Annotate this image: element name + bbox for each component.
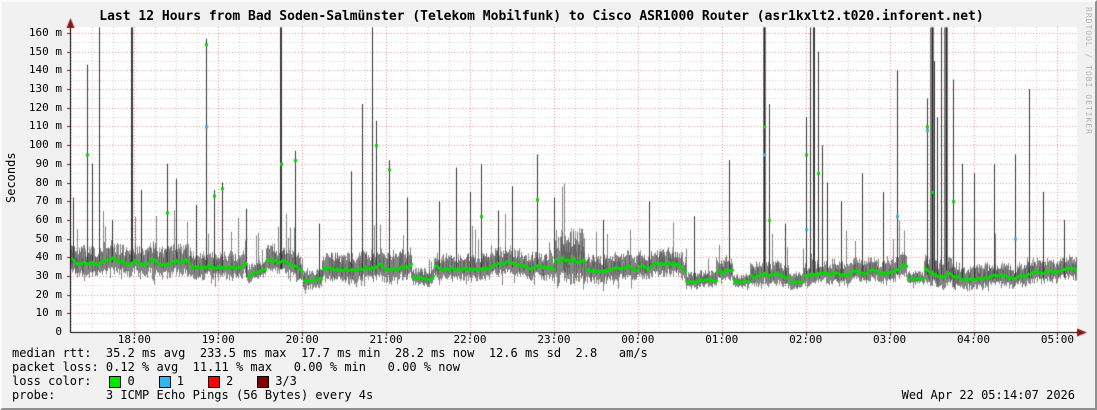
y-tick-label: 60 m bbox=[35, 212, 63, 226]
y-tick-label: 10 m bbox=[35, 306, 63, 320]
y-tick-label: 80 m bbox=[35, 175, 63, 189]
y-tick-label: 50 m bbox=[35, 231, 63, 245]
loss-color-swatches: 0 1 2 3/3 bbox=[109, 374, 297, 388]
x-tick-label: 00:00 bbox=[621, 333, 655, 346]
loss-color-swatch bbox=[158, 375, 171, 388]
x-tick-label: 20:00 bbox=[285, 333, 319, 346]
loss-color-value: 3/3 bbox=[275, 374, 297, 388]
loss-color-item: 0 bbox=[109, 374, 135, 388]
loss-color-item: 2 bbox=[207, 374, 234, 388]
loss-color-value: 2 bbox=[225, 374, 234, 388]
y-tick-label: 100 m bbox=[28, 138, 62, 152]
x-tick-label: 01:00 bbox=[705, 333, 739, 346]
probe-info: probe: 3 ICMP Echo Pings (56 Bytes) ever… bbox=[12, 388, 374, 402]
y-tick-label: 0 bbox=[55, 325, 62, 338]
x-tick-label: 03:00 bbox=[873, 333, 907, 346]
loss-color-swatch bbox=[207, 375, 220, 388]
y-tick-label: 20 m bbox=[35, 287, 63, 301]
median-rtt-stats: median rtt: 35.2 ms avg 233.5 ms max 17.… bbox=[12, 346, 648, 360]
y-tick-label: 160 m bbox=[28, 26, 62, 39]
x-tick-label: 23:00 bbox=[537, 333, 571, 346]
x-tick-label: 21:00 bbox=[369, 333, 403, 346]
y-tick-label: 30 m bbox=[35, 268, 63, 282]
x-tick-label: 02:00 bbox=[789, 333, 823, 346]
y-tick-label: 70 m bbox=[35, 194, 63, 208]
y-tick-label: 130 m bbox=[28, 82, 62, 96]
graph-title: Last 12 Hours from Bad Soden-Salmünster … bbox=[99, 9, 984, 24]
x-tick-label: 05:00 bbox=[1040, 333, 1074, 346]
y-tick-labels: 160 m 150 m 140 m 130 m 120 m 110 m 100 m 90 m 8… bbox=[2, 2, 62, 408]
loss-color-value: 1 bbox=[176, 374, 184, 388]
x-tick-label: 22:00 bbox=[453, 333, 487, 346]
x-tick-label: 04:00 bbox=[956, 333, 991, 346]
rrdtool-watermark: RRDTOOL / TOBI OETIKER bbox=[1084, 7, 1093, 135]
x-tick-label: 19:00 bbox=[201, 333, 235, 346]
loss-color-item: 3/3 bbox=[257, 375, 297, 388]
y-tick-label: 140 m bbox=[28, 63, 62, 77]
loss-color-swatch bbox=[109, 375, 122, 388]
y-tick-label: 150 m bbox=[28, 44, 62, 58]
y-tick-label: 110 m bbox=[28, 119, 62, 133]
loss-color-legend: loss color: 0 1 2 3/3 bbox=[12, 375, 297, 388]
y-tick-label: 40 m bbox=[35, 250, 63, 264]
loss-color-label: loss color: bbox=[12, 374, 92, 388]
loss-color-value: 0 bbox=[127, 374, 135, 388]
x-tick-label: 18:00 bbox=[117, 333, 151, 346]
packet-loss-stats: packet loss: 0.12 % avg 11.11 % max 0.00… bbox=[12, 360, 460, 374]
y-tick-label: 90 m bbox=[35, 156, 63, 170]
graph-timestamp: Wed Apr 22 05:14:07 2026 bbox=[901, 388, 1075, 402]
loss-color-item: 1 bbox=[158, 374, 184, 388]
y-tick-label: 120 m bbox=[28, 100, 62, 114]
loss-color-swatch bbox=[257, 375, 270, 388]
